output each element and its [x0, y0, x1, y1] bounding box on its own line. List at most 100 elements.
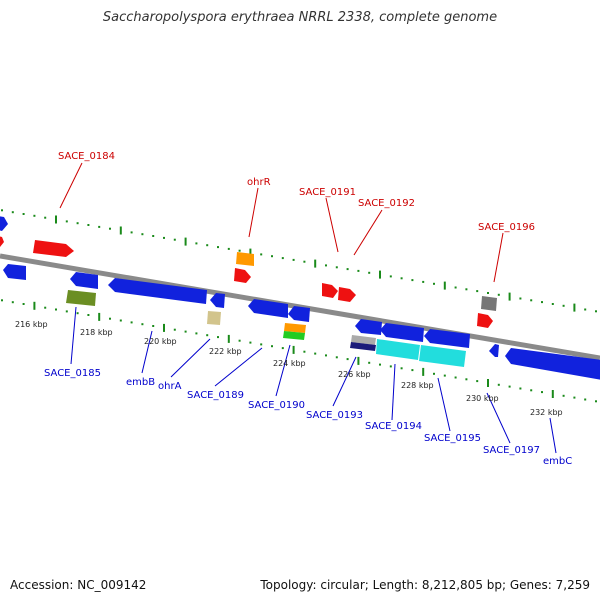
minor-tick	[303, 350, 306, 353]
minor-tick	[292, 258, 295, 261]
minor-tick	[76, 222, 79, 225]
major-tick	[163, 323, 165, 332]
minor-tick	[152, 325, 155, 327]
gene-feature[interactable]	[380, 323, 424, 342]
minor-tick	[11, 301, 14, 304]
scale-label: 216 kbp	[15, 320, 48, 329]
minor-tick	[497, 383, 500, 386]
major-tick	[379, 270, 381, 279]
gene-label-sace-0195[interactable]: SACE_0195	[424, 433, 481, 444]
major-tick	[292, 345, 295, 354]
gene-feature[interactable]	[3, 264, 26, 280]
minor-tick	[519, 297, 522, 300]
gene-label-sace-0197[interactable]: SACE_0197	[483, 445, 540, 456]
minor-tick	[65, 310, 68, 313]
minor-tick	[1, 209, 3, 212]
gene-feature[interactable]	[284, 323, 306, 333]
minor-tick	[87, 224, 90, 226]
minor-tick	[33, 214, 36, 217]
gene-feature[interactable]	[207, 311, 221, 325]
gene-feature[interactable]	[322, 283, 338, 298]
gene-label-embc[interactable]: embC	[543, 456, 572, 467]
minor-tick	[55, 308, 57, 311]
gene-feature[interactable]	[70, 272, 98, 289]
gene-label-sace-0189[interactable]: SACE_0189	[187, 390, 244, 401]
minor-tick	[119, 319, 122, 322]
gene-label-sace-0190[interactable]: SACE_0190	[248, 400, 305, 411]
gene-label-sace-0192[interactable]: SACE_0192	[358, 198, 415, 209]
gene-feature[interactable]	[489, 344, 499, 357]
gene-feature[interactable]	[236, 252, 254, 266]
gene-feature[interactable]	[419, 345, 466, 367]
gene-feature[interactable]	[351, 335, 376, 345]
gene-feature[interactable]	[210, 293, 225, 308]
major-tick	[184, 237, 187, 246]
gene-label-sace-0191[interactable]: SACE_0191	[299, 187, 356, 198]
minor-tick	[271, 255, 273, 258]
gene-feature[interactable]	[248, 299, 288, 318]
minor-tick	[173, 238, 176, 241]
minor-tick	[443, 374, 446, 377]
plus-callouts	[59, 162, 504, 283]
minor-tick	[130, 231, 133, 234]
minor-tick	[476, 380, 479, 383]
gene-feature[interactable]	[33, 240, 74, 257]
minor-tick	[44, 216, 47, 219]
gene-feature[interactable]	[424, 329, 470, 348]
minor-tick	[357, 269, 360, 272]
gene-feature[interactable]	[477, 313, 493, 328]
minor-tick	[551, 303, 554, 305]
minor-tick	[584, 308, 587, 311]
topology-summary-text: Topology: circular; Length: 8,212,805 bp…	[260, 578, 590, 592]
major-tick	[98, 312, 101, 321]
gene-label-sace-0194[interactable]: SACE_0194	[365, 421, 422, 432]
page-title: Saccharopolyspora erythraea NRRL 2338, c…	[102, 10, 498, 25]
minor-tick	[368, 271, 371, 274]
gene-feature[interactable]	[108, 278, 207, 304]
minor-tick	[281, 257, 284, 260]
gene-feature[interactable]	[350, 342, 376, 351]
gene-feature[interactable]	[481, 296, 497, 311]
scale-label: 222 kbp	[209, 347, 242, 356]
gene-label-ohrr[interactable]: ohrR	[247, 177, 271, 188]
minor-tick	[335, 356, 338, 359]
minor-tick	[98, 225, 101, 228]
gene-label-sace-0193[interactable]: SACE_0193	[306, 410, 363, 421]
minor-tick	[206, 244, 209, 247]
minor-tick	[227, 247, 230, 250]
minor-tick	[217, 246, 219, 249]
gene-label-ohra[interactable]: ohrA	[158, 381, 182, 392]
minor-tick	[562, 394, 565, 397]
gene-feature[interactable]	[234, 268, 251, 283]
minor-tick	[249, 341, 252, 344]
gene-label-embb[interactable]: embB	[126, 377, 155, 388]
minor-tick	[1, 299, 3, 302]
plus-strand-genes	[0, 216, 497, 328]
minus-callouts	[70, 306, 557, 454]
gene-feature[interactable]	[376, 339, 420, 360]
major-tick	[573, 303, 576, 312]
gene-feature[interactable]	[0, 236, 4, 247]
gene-feature[interactable]	[505, 348, 600, 380]
gene-feature[interactable]	[338, 287, 356, 302]
minor-tick	[411, 279, 414, 282]
gene-feature[interactable]	[355, 319, 382, 335]
minor-tick	[595, 400, 597, 403]
gene-feature[interactable]	[66, 290, 96, 306]
gene-label-sace-0185[interactable]: SACE_0185	[44, 368, 101, 379]
minor-tick	[65, 220, 68, 223]
minor-tick	[163, 236, 165, 239]
minor-tick	[238, 249, 241, 252]
major-tick	[227, 334, 230, 343]
minor-tick	[346, 358, 349, 361]
gene-feature[interactable]	[288, 306, 310, 322]
major-tick	[33, 301, 36, 310]
accession-text: Accession: NC_009142	[10, 578, 147, 592]
gene-label-sace-0196[interactable]: SACE_0196	[478, 222, 535, 233]
gene-feature[interactable]	[0, 216, 8, 231]
minor-tick	[465, 378, 468, 381]
gene-label-sace-0184[interactable]: SACE_0184	[58, 151, 115, 162]
minor-tick	[173, 328, 176, 331]
gene-feature[interactable]	[283, 331, 305, 340]
